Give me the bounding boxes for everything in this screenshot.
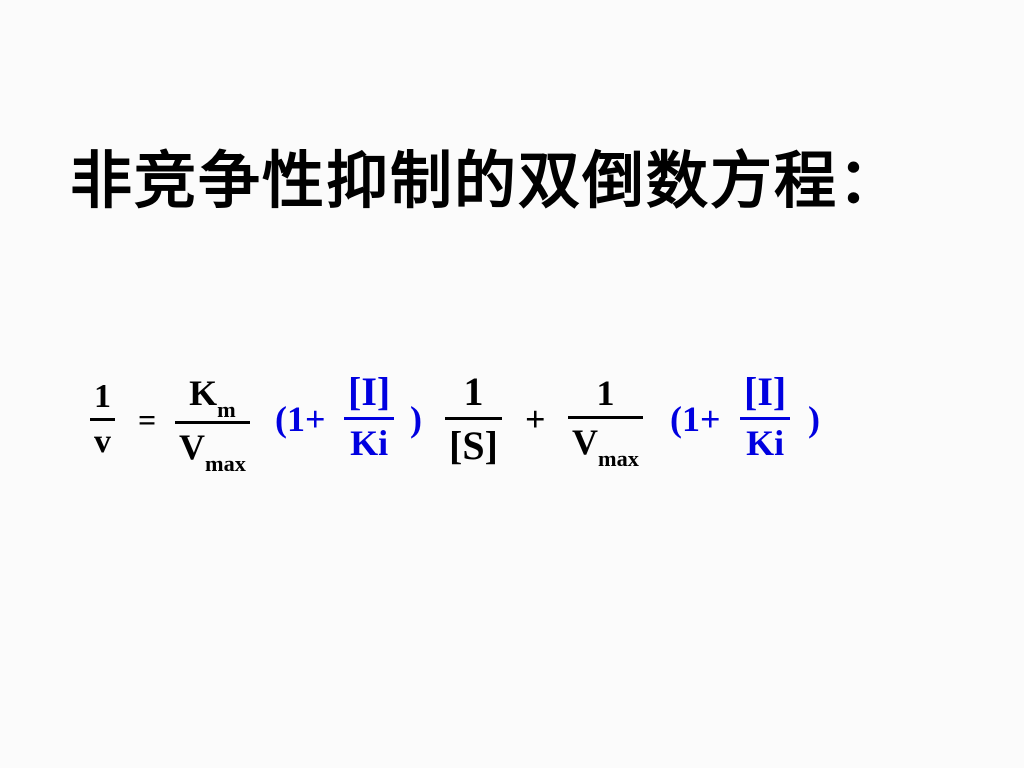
slide: 非竞争性抑制的双倒数方程： 1 v = Km Vmax <box>0 0 1024 768</box>
ki-den-1: Ki <box>344 420 394 464</box>
inhibitor-term-2-open: (1+ <box>670 398 721 440</box>
lhs-num: 1 <box>90 378 115 418</box>
km: Km <box>175 372 250 421</box>
s-den: [S] <box>445 420 502 469</box>
lhs-fraction: 1 v <box>90 378 115 461</box>
vmax-2: Vmax <box>568 419 643 468</box>
inhibitor-frac-1: [I] Ki <box>344 368 394 464</box>
one-num-2: 1 <box>568 372 643 416</box>
plus-sign: + <box>525 398 546 440</box>
i-num-1: [I] <box>344 368 394 417</box>
inhibitor-frac-2: [I] Ki <box>740 368 790 464</box>
equals-sign: = <box>138 402 156 439</box>
inhibitor-term-2-close: ) <box>808 398 820 440</box>
one-num: 1 <box>445 368 502 417</box>
page-title: 非竞争性抑制的双倒数方程： <box>70 130 902 220</box>
lhs-den: v <box>90 421 115 461</box>
one-over-s: 1 [S] <box>445 368 502 469</box>
km-over-vmax: Km Vmax <box>175 372 250 473</box>
equation: 1 v = Km Vmax (1+ [I] <box>90 350 960 500</box>
vmax-1: Vmax <box>175 424 250 473</box>
one-over-vmax: 1 Vmax <box>568 372 643 468</box>
i-num-2: [I] <box>740 368 790 417</box>
inhibitor-term-1-close: ) <box>410 398 422 440</box>
inhibitor-term-1-open: (1+ <box>275 398 326 440</box>
ki-den-2: Ki <box>740 420 790 464</box>
